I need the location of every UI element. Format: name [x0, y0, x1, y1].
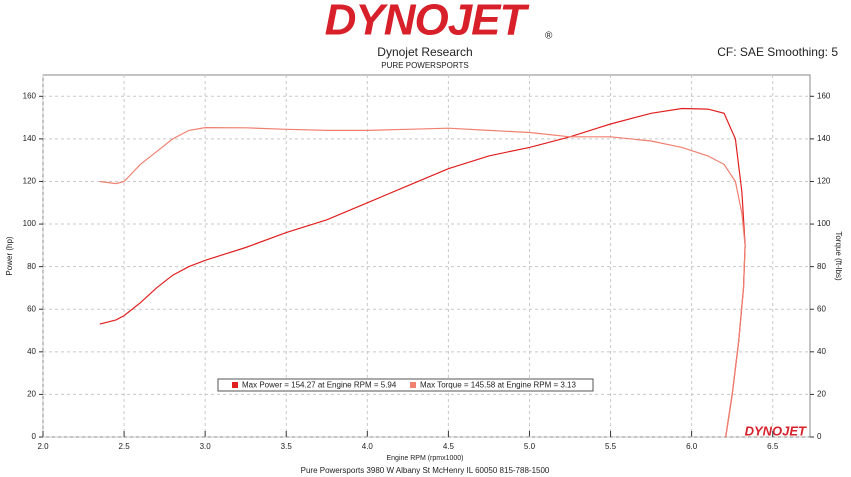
- y-tick-label: 0: [32, 432, 37, 441]
- y-tick-label: 60: [27, 304, 36, 313]
- x-axis-label: Engine RPM (rpmx1000): [386, 455, 463, 462]
- y-tick-label: 120: [23, 177, 37, 186]
- x-tick-label: 3.5: [281, 442, 293, 451]
- y-tick-label: 100: [23, 219, 37, 228]
- series-line: [99, 126, 746, 438]
- y2-tick-label: 60: [817, 304, 826, 313]
- footer: Pure Powersports 3980 W Albany St McHenr…: [301, 466, 550, 475]
- y-tick-label: 20: [27, 390, 36, 399]
- y2-tick-label: 20: [817, 390, 826, 399]
- legend-swatch: [410, 382, 416, 388]
- x-tick-label: 6.5: [767, 442, 779, 451]
- x-tick-label: 4.5: [443, 442, 455, 451]
- x-tick-label: 2.5: [119, 442, 131, 451]
- legend-swatch: [232, 382, 238, 388]
- x-tick-label: 3.0: [200, 442, 212, 451]
- legend-box: [217, 378, 594, 392]
- x-tick-label: 6.0: [686, 442, 698, 451]
- x-tick-label: 5.0: [524, 442, 536, 451]
- logo: DYNOJET: [325, 0, 530, 45]
- y2-tick-label: 100: [817, 219, 831, 228]
- legend-label: Max Power = 154.27 at Engine RPM = 5.94: [242, 381, 397, 390]
- series-line: [99, 107, 746, 438]
- y2-tick-label: 0: [817, 432, 822, 441]
- y2-tick-label: 80: [817, 262, 826, 271]
- y-axis-label: Power (hp): [5, 236, 14, 275]
- chart-subtitle: PURE POWERSPORTS: [381, 61, 468, 70]
- logo-mark: ®: [545, 31, 553, 42]
- x-tick-label: 5.5: [605, 442, 617, 451]
- y2-tick-label: 120: [817, 177, 831, 186]
- y2-tick-label: 140: [817, 134, 831, 143]
- x-tick-label: 4.0: [362, 442, 374, 451]
- chart-title: Dynojet Research: [377, 45, 472, 59]
- y-tick-label: 140: [23, 134, 37, 143]
- y-tick-label: 160: [23, 91, 37, 100]
- legend-label: Max Torque = 145.58 at Engine RPM = 3.13: [420, 381, 577, 390]
- y-tick-label: 80: [27, 262, 36, 271]
- y2-axis-label: Torque (ft-lbs): [834, 231, 843, 281]
- x-tick-label: 2.0: [37, 442, 49, 451]
- y2-tick-label: 160: [817, 91, 831, 100]
- correction: CF: SAE Smoothing: 5: [717, 45, 838, 59]
- small-logo: DYNOJET: [745, 423, 807, 438]
- y-tick-label: 40: [27, 347, 36, 356]
- y2-tick-label: 40: [817, 347, 826, 356]
